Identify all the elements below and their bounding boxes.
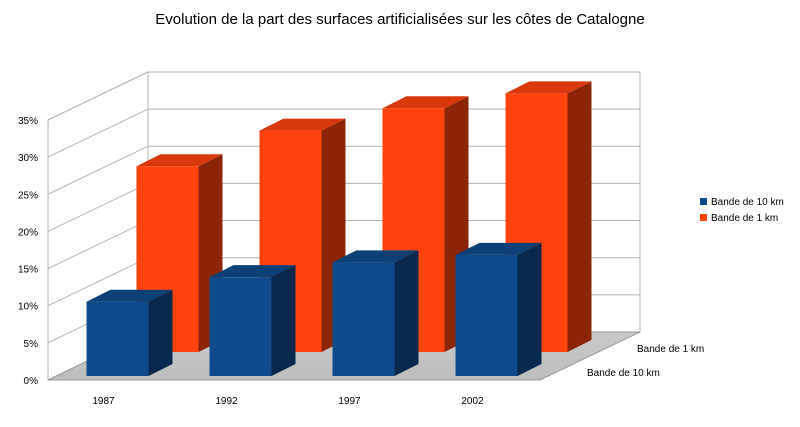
y-axis-ticks: 0% 5% 10% 15% 20% 25% 30% 35% (18, 116, 38, 387)
y-tick-label: 0% (24, 376, 39, 387)
bar-bande-10km-1997 (332, 250, 419, 376)
chart-bars (86, 81, 592, 376)
bar-side-face (271, 265, 296, 376)
y-tick-label: 25% (18, 190, 38, 201)
legend-label: Bande de 1 km (711, 213, 778, 224)
bar-front-face (86, 301, 149, 376)
bar-side-face (517, 242, 542, 376)
y-tick-label: 10% (18, 302, 38, 313)
legend-swatch (700, 198, 707, 205)
bar-top-face (259, 118, 346, 131)
gridline (47, 108, 640, 158)
chart-legend: Bande de 10 km Bande de 1 km (700, 197, 784, 224)
y-tick-label: 15% (18, 265, 38, 276)
bar-top-face (136, 154, 223, 167)
x-tick-label: 1997 (338, 396, 361, 407)
depth-label: Bande de 1 km (637, 344, 704, 355)
bar-bande-10km-1987 (86, 289, 173, 376)
y-tick-label: 20% (18, 227, 38, 238)
legend-label: Bande de 10 km (711, 197, 784, 208)
bar-top-face (505, 81, 592, 94)
bar-top-face (332, 250, 419, 263)
x-tick-label: 1992 (215, 396, 238, 407)
x-axis-ticks: 1987 1992 1997 2002 (92, 396, 484, 407)
gridline (47, 71, 640, 121)
bar-bande-10km-2002 (455, 242, 542, 376)
bar-top-face (382, 96, 469, 109)
y-tick-label: 30% (18, 153, 38, 164)
y-tick-label: 5% (24, 339, 39, 350)
bar-top-face (86, 289, 173, 302)
chart-title: Evolution de la part des surfaces artifi… (155, 11, 644, 28)
bar-top-face (455, 242, 542, 255)
x-tick-label: 2002 (461, 396, 484, 407)
bar-top-face (209, 265, 296, 278)
gridline (47, 145, 640, 195)
bar-front-face (332, 262, 395, 376)
bar-bande-10km-1992 (209, 265, 296, 376)
x-tick-label: 1987 (92, 396, 115, 407)
bar-front-face (209, 277, 272, 376)
bar-front-face (455, 254, 518, 376)
bar-side-face (148, 289, 173, 376)
depth-label: Bande de 10 km (587, 368, 660, 379)
bar-side-face (394, 250, 419, 376)
depth-axis-labels: Bande de 10 km Bande de 1 km (587, 344, 704, 379)
legend-swatch (700, 214, 707, 221)
bar-side-face (567, 81, 592, 352)
y-tick-label: 35% (18, 116, 38, 127)
